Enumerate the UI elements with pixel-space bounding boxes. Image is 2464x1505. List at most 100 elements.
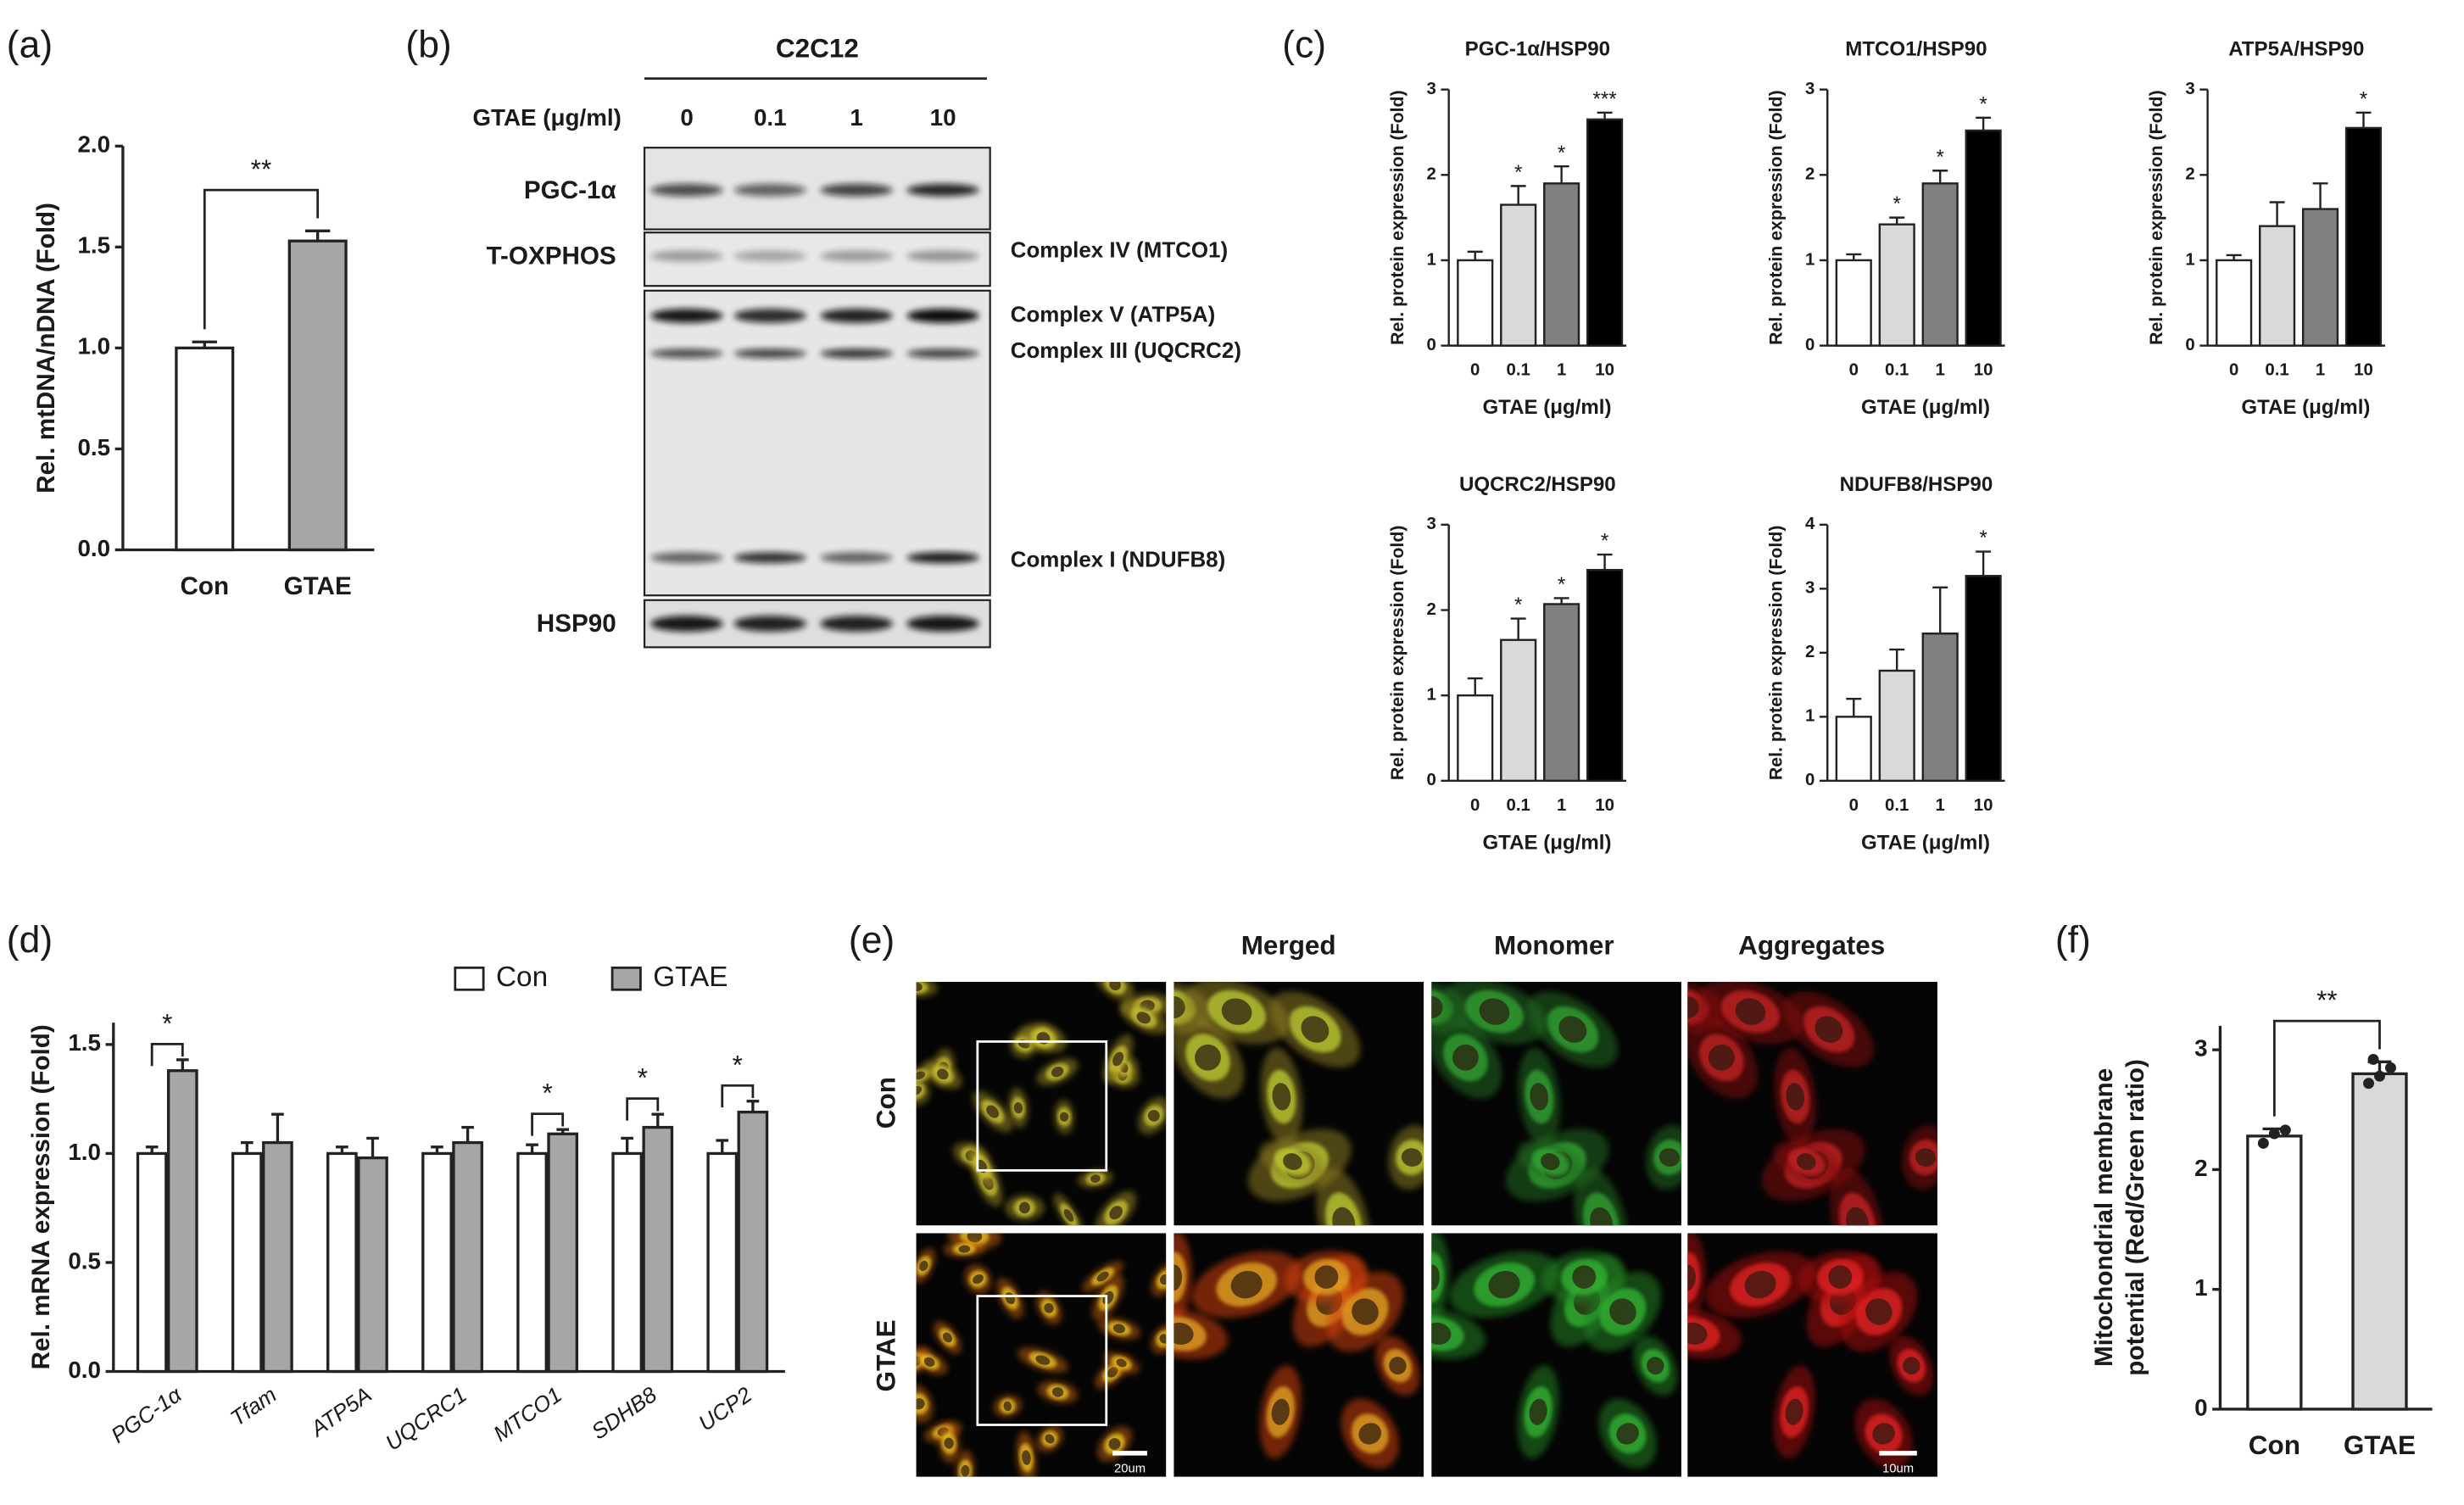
error-bar — [1510, 185, 1526, 205]
nucleus — [916, 1398, 925, 1410]
legend-swatch — [454, 966, 485, 991]
significance-label: * — [733, 1049, 743, 1079]
bar — [1543, 603, 1580, 783]
nucleus — [916, 1071, 926, 1080]
column-label: Merged — [1241, 930, 1336, 961]
blot-band — [650, 183, 723, 197]
y-tick-label: 1 — [1805, 707, 1815, 726]
blot-band — [820, 250, 893, 262]
y-tick-label: 3 — [1427, 515, 1436, 533]
band-label: Complex III (UQCRC2) — [1011, 339, 1241, 363]
bar — [136, 1151, 168, 1374]
comparison-label: ** — [2316, 984, 2338, 1015]
nucleus — [1173, 1264, 1183, 1291]
significance-label: * — [1936, 146, 1943, 169]
error-bar — [271, 1112, 284, 1143]
panel-label: (c) — [1282, 24, 1326, 65]
data-point — [2384, 1062, 2396, 1073]
significance-label: * — [1601, 530, 1608, 553]
y-tick-label: 2 — [1805, 643, 1815, 661]
blot-band — [906, 616, 979, 632]
nucleus — [1572, 1265, 1597, 1289]
y-axis-label: Rel. protein expression (Fold) — [1387, 526, 1408, 781]
column-label: Monomer — [1494, 930, 1614, 961]
row-label: PGC-1α — [524, 176, 616, 204]
y-tick-label: 0.5 — [68, 1247, 101, 1274]
x-tick-label: SDHB8 — [588, 1383, 661, 1445]
significance-label: * — [1979, 92, 1987, 115]
row-label: Con — [871, 1077, 901, 1129]
bar — [421, 1151, 453, 1374]
x-tick-label: UCP2 — [694, 1383, 756, 1436]
error-bar — [746, 1100, 760, 1112]
nucleus — [1558, 1016, 1587, 1043]
y-tick-label: 1 — [2185, 250, 2194, 269]
error-bar — [1976, 116, 1992, 131]
bar — [1457, 694, 1494, 783]
bar — [1835, 259, 1872, 347]
bar — [1878, 669, 1915, 783]
y-tick-label: 3 — [2194, 1034, 2207, 1061]
y-tick-label: 0 — [2194, 1394, 2207, 1420]
nucleus — [1389, 1357, 1407, 1375]
error-bar — [176, 1058, 189, 1071]
chart-title: ATP5A/HSP90 — [2228, 38, 2364, 61]
error-bar — [2269, 201, 2285, 226]
x-tick-label: PGC-1α — [107, 1382, 187, 1448]
bar — [175, 346, 235, 552]
significance-bracket — [150, 1042, 184, 1067]
bar — [231, 1151, 263, 1374]
error-bar — [621, 1136, 634, 1154]
error-bar — [651, 1112, 665, 1128]
y-tick-label: 1.0 — [68, 1139, 101, 1165]
bar — [1586, 568, 1624, 783]
x-tick-label: 10 — [1974, 796, 1993, 815]
nucleus — [923, 1357, 935, 1367]
nucleus — [1112, 1051, 1124, 1067]
nucleus — [1109, 1206, 1123, 1220]
zoom-box — [976, 1040, 1108, 1172]
error-bar — [2312, 182, 2328, 209]
x-tick-label: 0 — [1849, 796, 1859, 815]
nucleus — [1013, 1102, 1023, 1114]
y-tick-label: 2 — [2185, 165, 2194, 184]
bar — [2301, 208, 2339, 347]
nucleus — [1616, 1423, 1639, 1445]
significance-bracket — [626, 1097, 660, 1121]
nucleus — [1541, 1153, 1560, 1171]
blot-band — [733, 250, 806, 262]
chart-title: NDUFB8/HSP90 — [1840, 473, 1993, 496]
nucleus — [937, 1068, 949, 1080]
nucleus — [1022, 1450, 1031, 1465]
western-blot: C2C12 GTAE (μg/ml) 0 0.1 1 10 PGC-1α T-O… — [472, 33, 1241, 649]
chart-title: MTCO1/HSP90 — [1845, 38, 1987, 61]
nucleus — [1159, 1274, 1167, 1285]
significance-label: * — [543, 1078, 553, 1108]
error-bar — [2355, 111, 2372, 128]
cell-line: C2C12 — [776, 33, 859, 64]
nucleus — [1173, 996, 1185, 1019]
blot-band — [650, 309, 723, 323]
bar — [642, 1125, 674, 1374]
y-tick-label: 2 — [1427, 165, 1436, 184]
significance-bracket — [531, 1112, 565, 1136]
error-bar — [1597, 111, 1613, 120]
bar — [2351, 1072, 2408, 1411]
blot-band — [733, 348, 806, 359]
nucleus — [973, 1274, 984, 1285]
y-axis-label: Rel. mRNA expression (Fold) — [27, 1024, 55, 1369]
x-tick-label: 1 — [1557, 361, 1566, 380]
blot-band — [650, 250, 723, 262]
significance-label: * — [162, 1007, 172, 1038]
bar — [326, 1151, 358, 1374]
error-bar — [366, 1136, 379, 1158]
y-tick-label: 1 — [1427, 250, 1436, 269]
column-label: Aggregates — [1738, 930, 1885, 961]
bar — [1965, 575, 2002, 783]
error-bar — [2226, 254, 2242, 260]
band-label: Complex IV (MTCO1) — [1011, 238, 1228, 262]
y-tick-label: 3 — [1427, 80, 1436, 98]
comparison-bracket — [2272, 1019, 2381, 1117]
nucleus — [1332, 1207, 1356, 1226]
